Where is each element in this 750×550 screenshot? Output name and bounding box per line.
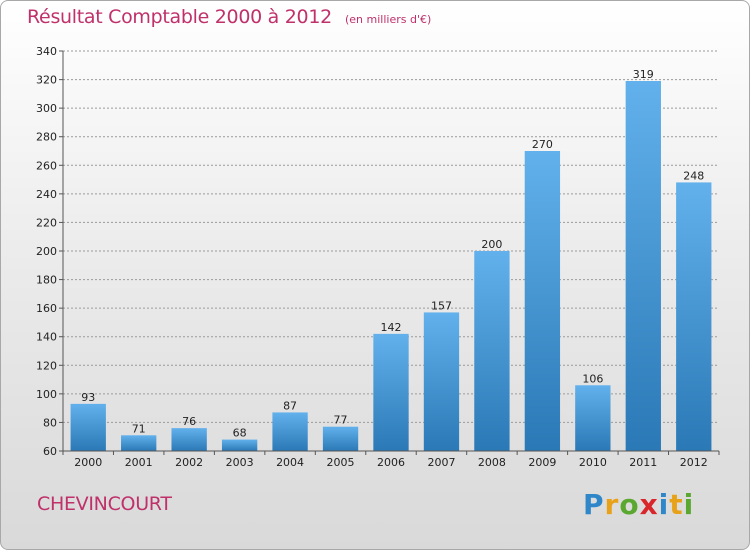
y-tick-label: 100: [36, 388, 57, 401]
data-label: 68: [233, 427, 247, 440]
bar: [524, 151, 561, 451]
y-tick-label: 260: [36, 159, 57, 172]
y-tick-label: 320: [36, 74, 57, 87]
logo-letter: i: [683, 488, 695, 521]
y-tick-label: 200: [36, 245, 57, 258]
x-tick-label: 2004: [276, 456, 304, 469]
bar: [625, 81, 661, 451]
bar: [474, 251, 510, 451]
y-tick-label: 280: [36, 131, 57, 144]
y-tick-label: 120: [36, 359, 57, 372]
x-tick-label: 2007: [427, 456, 455, 469]
y-tick-label: 80: [43, 416, 57, 429]
x-tick-label: 2001: [125, 456, 153, 469]
bar: [322, 426, 359, 451]
x-tick-label: 2003: [226, 456, 254, 469]
x-tick-label: 2005: [327, 456, 355, 469]
data-label: 200: [481, 238, 502, 251]
data-label: 87: [283, 399, 297, 412]
data-label: 157: [431, 299, 452, 312]
x-tick-label: 2012: [680, 456, 708, 469]
title-row: Résultat Comptable 2000 à 2012 (en milli…: [27, 6, 431, 28]
data-label: 93: [81, 391, 95, 404]
x-tick-label: 2006: [377, 456, 405, 469]
bar: [676, 182, 712, 451]
bar: [575, 385, 611, 451]
x-tick-label: 2011: [629, 456, 657, 469]
y-tick-label: 60: [43, 445, 57, 458]
data-label: 248: [683, 169, 704, 182]
y-tick-label: 220: [36, 216, 57, 229]
bar: [373, 333, 409, 451]
y-tick-label: 340: [36, 45, 57, 58]
bar: [423, 312, 460, 451]
chart-subtitle: (en milliers d'€): [344, 13, 432, 26]
logo-letter: i: [658, 488, 670, 521]
data-label: 106: [582, 372, 603, 385]
y-tick-label: 180: [36, 274, 57, 287]
x-tick-label: 2009: [528, 456, 556, 469]
data-label: 77: [334, 414, 348, 427]
logo-letter: t: [669, 488, 684, 521]
axis-layer: 60 80 100 120 140 160 180 200 220 240 260 280 300 320…: [36, 45, 720, 469]
data-label: 76: [182, 415, 196, 428]
y-tick-label: 240: [36, 188, 57, 201]
bar: [70, 403, 106, 451]
y-tick-label: 160: [36, 302, 57, 315]
logo-letter: r: [604, 488, 620, 521]
chart-title: Résultat Comptable 2000 à 2012: [27, 6, 332, 28]
logo-letter: o: [619, 488, 640, 521]
x-tick-label: 2010: [579, 456, 607, 469]
proxiti-logo: Proxiti: [583, 488, 694, 521]
data-label: 319: [633, 68, 654, 81]
commune-name: CHEVINCOURT: [37, 493, 172, 515]
y-tick-label: 140: [36, 331, 57, 344]
logo-letter: x: [639, 488, 659, 521]
y-tick-label: 300: [36, 102, 57, 115]
data-label: 71: [132, 422, 146, 435]
bar-layer: 93 71 76 68 87 77 142 157 200 270 106 319 248: [70, 68, 712, 451]
x-tick-label: 2000: [74, 456, 102, 469]
bar: [121, 435, 157, 451]
x-tick-label: 2008: [478, 456, 506, 469]
logo-letter: P: [583, 488, 605, 521]
data-label: 270: [532, 138, 553, 151]
bar: [171, 428, 207, 451]
data-label: 142: [381, 321, 402, 334]
x-tick-label: 2002: [175, 456, 203, 469]
bar: [221, 439, 258, 451]
bar: [272, 412, 308, 451]
